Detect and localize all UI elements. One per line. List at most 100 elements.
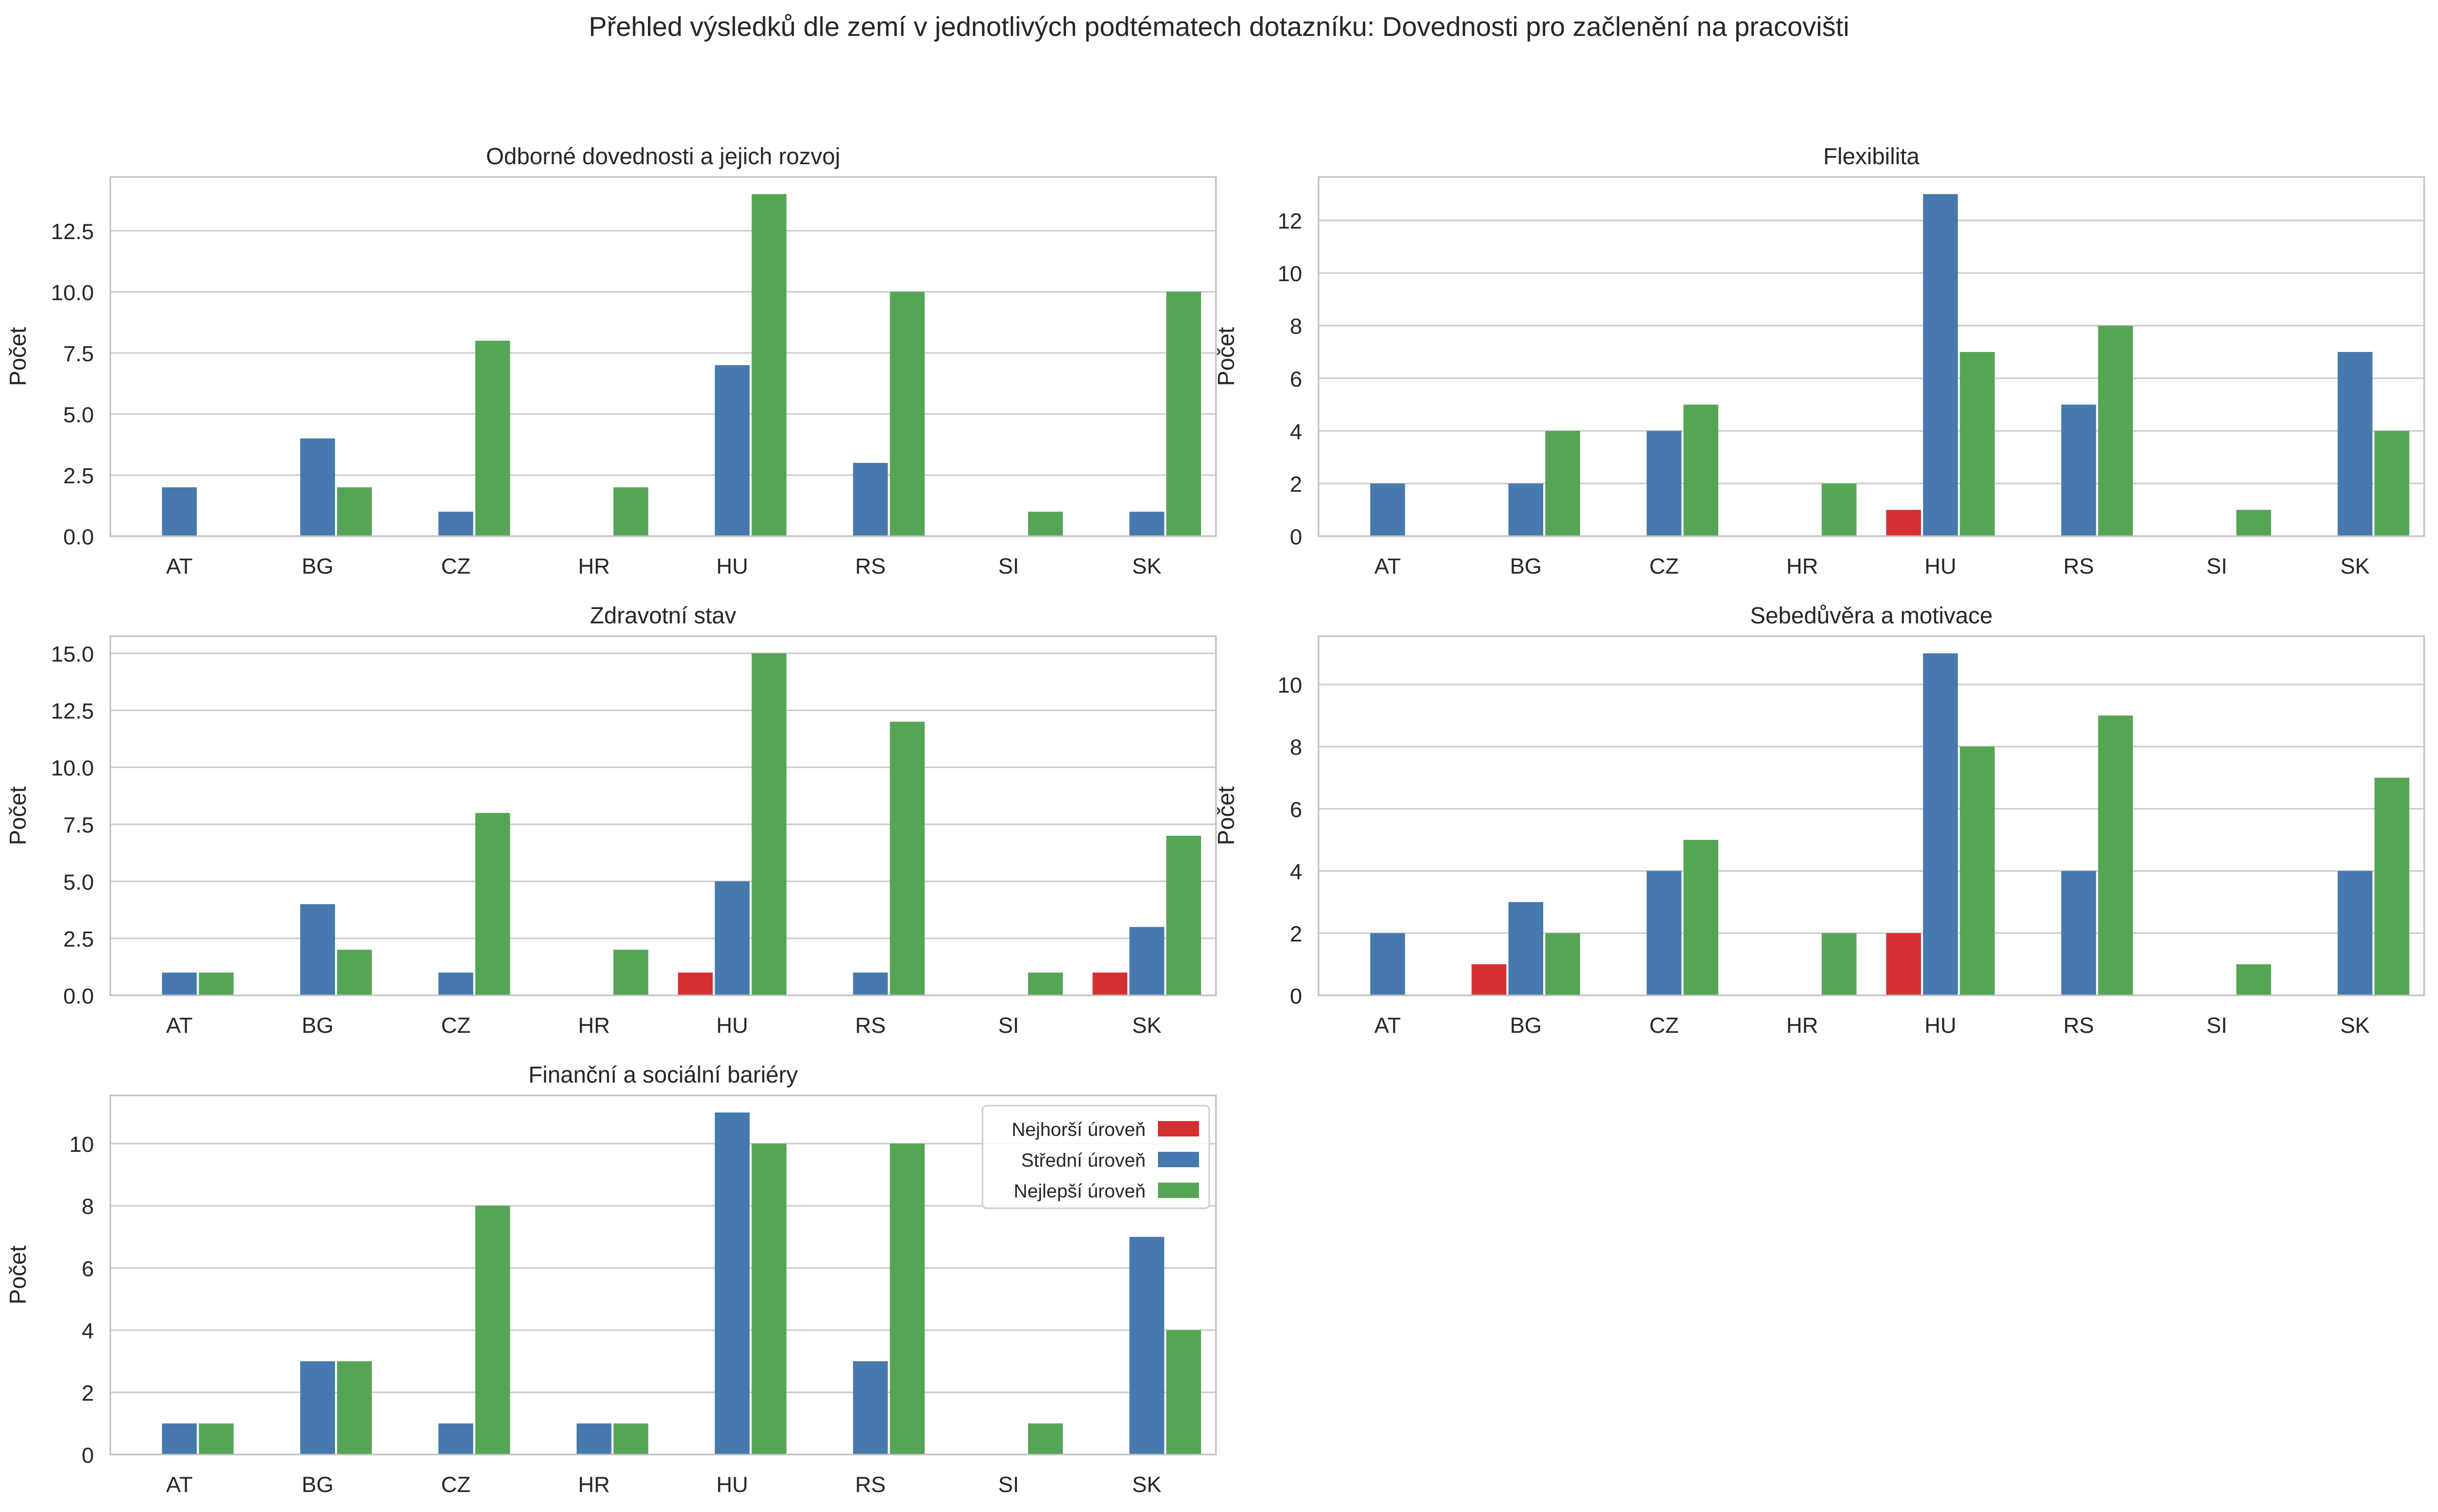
y-tick-label: 6	[1290, 367, 1302, 391]
x-tick-label: AT	[1374, 554, 1401, 579]
figure-title: Přehled výsledků dle zemí v jednotlivých…	[588, 12, 1849, 42]
x-tick-label: RS	[855, 1013, 886, 1038]
y-tick-label: 0	[82, 1443, 94, 1468]
chart-panel: 0 2 4 6 8 10 AT BG CZ HR HU RS SI SK Sebedůvěra a moti…	[1213, 602, 2425, 1038]
y-axis-label: Počet	[5, 1245, 31, 1305]
y-tick-label: 2	[82, 1381, 94, 1406]
bar	[1129, 1236, 1165, 1455]
bar	[1508, 483, 1543, 536]
y-tick-label: 4	[1290, 860, 1302, 885]
y-tick-label: 12.5	[51, 220, 94, 244]
x-tick-label: AT	[166, 1472, 193, 1497]
bar	[613, 1423, 648, 1455]
bar	[613, 950, 648, 995]
y-tick-label: 8	[1290, 735, 1302, 760]
bar	[678, 972, 713, 995]
bar	[1646, 430, 1682, 536]
y-tick-label: 8	[1290, 315, 1302, 339]
x-tick-label: AT	[166, 554, 193, 579]
x-tick-label: RS	[2063, 554, 2094, 579]
y-tick-label: 7.5	[63, 813, 94, 838]
bar	[1683, 404, 1719, 536]
y-tick-label: 10.0	[51, 281, 94, 305]
bar	[1886, 933, 1921, 995]
bar	[1129, 512, 1165, 536]
bar	[199, 1423, 234, 1455]
chart-title: Zdravotní stav	[590, 602, 737, 629]
bar	[715, 881, 750, 995]
y-tick-label: 2.5	[63, 464, 94, 488]
bar	[1370, 933, 1405, 995]
y-tick-label: 0.0	[63, 525, 94, 549]
x-tick-label: SK	[1132, 1472, 1162, 1497]
x-tick-label: AT	[166, 1013, 193, 1038]
bar	[1821, 483, 1857, 536]
y-tick-label: 8	[82, 1194, 94, 1219]
bar	[1960, 747, 1995, 995]
y-tick-label: 2.5	[63, 927, 94, 952]
x-tick-label: BG	[302, 1472, 333, 1497]
bar	[1166, 291, 1202, 536]
bar	[1508, 902, 1543, 995]
bar	[752, 1143, 787, 1455]
bar	[1166, 835, 1202, 995]
y-tick-label: 7.5	[63, 342, 94, 366]
bar	[438, 972, 474, 995]
plot-frame	[109, 176, 1217, 537]
y-tick-label: 0.0	[63, 984, 94, 1009]
y-tick-label: 5.0	[63, 403, 94, 427]
x-tick-label: SI	[998, 1472, 1019, 1497]
bar	[2098, 715, 2133, 995]
x-tick-label: CZ	[441, 554, 470, 579]
bar	[300, 904, 335, 995]
legend: Nejhorší úroveň Střední úroveň Nejlepší úr…	[981, 1105, 1210, 1209]
x-tick-label: SK	[1132, 554, 1162, 579]
bar	[2374, 430, 2410, 536]
bar	[890, 1143, 925, 1455]
x-tick-label: RS	[2063, 1013, 2094, 1038]
y-axis-label: Počet	[1213, 786, 1239, 846]
bar	[1028, 512, 1063, 536]
bar	[853, 1361, 888, 1455]
x-tick-label: HR	[1786, 554, 1818, 579]
bar	[2236, 964, 2271, 995]
plot-frame	[1318, 176, 2425, 537]
y-axis-label: Počet	[1213, 327, 1239, 386]
bar	[1028, 972, 1063, 995]
chart-title: Flexibilita	[1823, 143, 1920, 169]
bar	[2061, 871, 2096, 995]
x-tick-label: BG	[1510, 1013, 1542, 1038]
bar	[1960, 352, 1995, 536]
bar	[1545, 430, 1580, 536]
bar	[2337, 352, 2373, 536]
x-tick-label: SK	[1132, 1013, 1162, 1038]
bar	[337, 1361, 372, 1455]
chart-panel: 0.0 2.5 5.0 7.5 10.0 12.5 AT BG CZ HR HU RS SI SK Odbo…	[5, 143, 1217, 579]
x-tick-label: HR	[578, 1013, 610, 1038]
y-tick-label: 4	[82, 1319, 94, 1344]
plot-frame	[109, 1094, 1217, 1456]
bar	[1923, 653, 1958, 995]
bar	[2098, 325, 2133, 536]
bar	[2236, 509, 2271, 536]
bar	[1683, 839, 1719, 995]
x-tick-label: HU	[716, 1472, 748, 1497]
bar	[890, 721, 925, 995]
x-tick-label: HU	[1924, 1013, 1956, 1038]
y-tick-label: 0	[1290, 984, 1302, 1009]
bar	[300, 1361, 335, 1455]
bar	[475, 813, 510, 995]
bar	[300, 438, 335, 536]
chart-title: Sebedůvěra a motivace	[1750, 602, 1993, 629]
y-tick-label: 10	[69, 1132, 94, 1157]
bar	[438, 512, 474, 536]
x-tick-label: HU	[1924, 554, 1956, 579]
bar	[438, 1423, 474, 1455]
legend-box	[981, 1105, 1210, 1209]
bar	[715, 365, 750, 536]
bar	[890, 291, 925, 536]
bar	[162, 487, 197, 536]
bar	[162, 972, 197, 995]
